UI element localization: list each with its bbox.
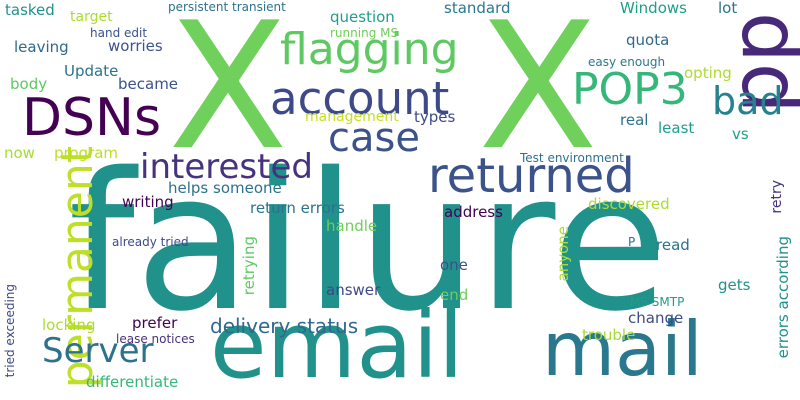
- word-tried-exceeding: tried exceeding: [3, 284, 17, 378]
- word-types: types: [414, 108, 456, 126]
- word-one: one: [440, 256, 468, 274]
- word-answer: answer: [326, 281, 381, 299]
- word-now: now: [4, 144, 35, 162]
- word-windows: Windows: [620, 0, 687, 17]
- word-quota: quota: [626, 31, 670, 49]
- word-running-ms: running MS: [330, 26, 399, 40]
- word-real: real: [620, 111, 649, 129]
- word-tasked: tasked: [5, 1, 55, 19]
- word-retrying: retrying: [240, 236, 258, 296]
- word-email: email: [210, 292, 464, 399]
- word-bad: bad: [712, 79, 784, 123]
- word-prefer: prefer: [132, 314, 178, 332]
- word-change: change: [628, 309, 684, 327]
- word-flagging: flagging: [280, 24, 459, 75]
- word-trouble: trouble: [582, 326, 636, 344]
- word-worries: worries: [108, 37, 163, 55]
- word-vs: vs: [732, 125, 749, 143]
- word-easy-enough: easy enough: [588, 55, 666, 69]
- word-delivery-status: delivery status: [210, 314, 359, 338]
- word-return-errors: return errors: [250, 199, 345, 217]
- word-dsns: DSNs: [22, 88, 162, 148]
- word-failure: failure: [68, 132, 669, 353]
- word-question: question: [330, 8, 395, 26]
- word-address: address: [444, 203, 503, 221]
- word-target: target: [70, 9, 113, 25]
- word-x: X: [168, 0, 288, 189]
- word-end: end: [440, 286, 469, 304]
- word-gets: gets: [718, 276, 751, 294]
- word-lease-notices: lease notices: [116, 332, 195, 346]
- word-account: account: [270, 72, 450, 125]
- word-x: X: [478, 0, 598, 189]
- word-least: least: [658, 119, 695, 137]
- word-returned: returned: [428, 148, 635, 204]
- word-mail: mail: [542, 305, 703, 393]
- word-leaving: leaving: [14, 38, 69, 56]
- word-locking: locking: [42, 316, 96, 334]
- word-differentiate: differentiate: [86, 373, 179, 391]
- word-server: Server: [42, 331, 154, 371]
- word-anyone: anyone: [554, 226, 572, 282]
- word-ms-smtp: MS SMTP: [630, 295, 685, 309]
- word-already-tried: already tried: [112, 235, 189, 249]
- word-standard: standard: [444, 0, 511, 17]
- word-retry: retry: [769, 180, 785, 214]
- word-interested: interested: [140, 147, 313, 187]
- word-case: case: [328, 115, 420, 161]
- word-management: management: [305, 109, 399, 125]
- word-test-environment: Test environment: [520, 151, 624, 165]
- word-handle: handle: [326, 217, 378, 235]
- word-discovered: discovered: [588, 195, 670, 213]
- word-opting: opting: [684, 64, 732, 82]
- word-body: body: [10, 75, 48, 93]
- word-hand-edit: hand edit: [90, 26, 148, 40]
- word-program: program: [54, 144, 119, 162]
- word-became: became: [118, 75, 179, 93]
- word-helps-someone: helps someone: [168, 179, 282, 197]
- word-update: Update: [64, 62, 119, 80]
- word-lot: lot: [718, 0, 738, 17]
- word-p: P: [628, 235, 636, 249]
- word-pop3: POP3: [572, 64, 688, 115]
- word-writing: writing: [122, 193, 174, 211]
- word-errors-according: errors according: [774, 236, 792, 359]
- word-persistent-transient: persistent transient: [168, 0, 286, 14]
- word-read: read: [656, 236, 690, 254]
